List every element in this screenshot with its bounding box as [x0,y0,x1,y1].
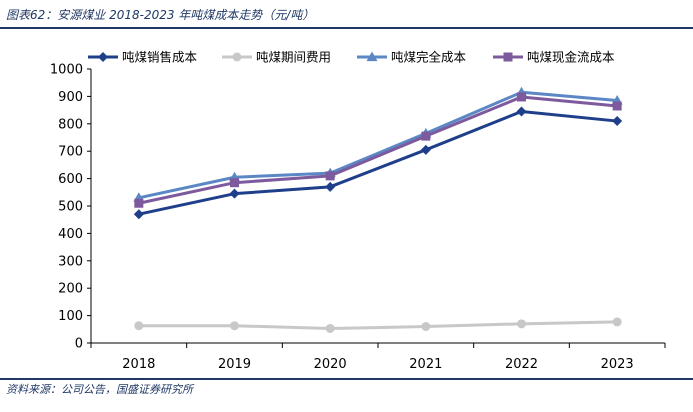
data-point [325,171,335,181]
data-point [612,116,623,127]
y-tick-label: 700 [58,145,83,160]
legend-label: 吨煤销售成本 [122,50,198,65]
data-point [612,101,622,111]
y-tick-label: 400 [58,227,83,242]
series-line [138,109,618,216]
legend: 吨煤销售成本 吨煤期间费用 吨煤完全成本 吨煤现金流成本 [88,50,615,65]
legend-item: 吨煤现金流成本 [493,50,615,65]
title-divider [0,27,693,29]
legend-item: 吨煤完全成本 [357,50,467,65]
x-tick-label: 2018 [122,357,155,372]
source-note: 资料来源：公司公告，国盛证券研究所 [6,383,193,396]
data-point [420,144,431,155]
x-tick-label: 2022 [505,357,538,372]
data-point [230,178,239,188]
x-tick-label: 2019 [218,357,251,372]
data-point [421,131,431,141]
data-point [325,323,335,333]
y-tick-label: 100 [58,309,83,324]
y-tick-label: 1000 [50,63,83,78]
x-tick-label: 2020 [314,357,347,372]
legend-label: 吨煤完全成本 [391,50,467,65]
series-triangle [133,86,623,202]
series-lines [133,86,623,333]
legend-label: 吨煤现金流成本 [527,50,615,65]
legend-marker [503,52,513,62]
data-point [229,188,240,199]
legend-item: 吨煤销售成本 [88,50,198,65]
series-line [138,95,618,205]
legend-label: 吨煤期间费用 [256,50,331,65]
data-point [325,181,336,192]
data-point [517,92,526,102]
y-tick-label: 500 [58,200,83,215]
y-tick-label: 900 [58,90,83,105]
series-circle [134,317,622,333]
series-line [138,90,618,200]
series-square [134,92,622,208]
data-point [133,209,144,220]
y-tick-label: 800 [58,117,83,132]
y-tick-label: 0 [75,337,83,352]
x-tick-label: 2021 [409,357,442,372]
source-divider [0,378,693,380]
data-point [134,321,144,331]
axes: 0 100 200 300 400 500 600 700 800 900 1000 2018 2019… [50,63,666,372]
y-tick-label: 600 [58,172,83,187]
x-tick-label: 2023 [601,357,634,372]
figure-title: 图表62：安源煤业 2018-2023 年吨煤成本走势（元/吨） [6,8,315,22]
legend-marker [366,51,378,62]
y-tick-label: 300 [58,254,83,269]
legend-item: 吨煤期间费用 [222,50,331,65]
data-point [230,321,239,331]
legend-marker [232,52,242,62]
data-point [612,317,622,327]
data-point [134,198,144,208]
data-point [421,322,431,332]
y-tick-label: 200 [58,282,83,297]
series-line [138,320,618,330]
data-point [516,106,527,117]
legend-marker [98,52,108,62]
data-point [517,319,526,329]
series-diamond [133,106,623,220]
